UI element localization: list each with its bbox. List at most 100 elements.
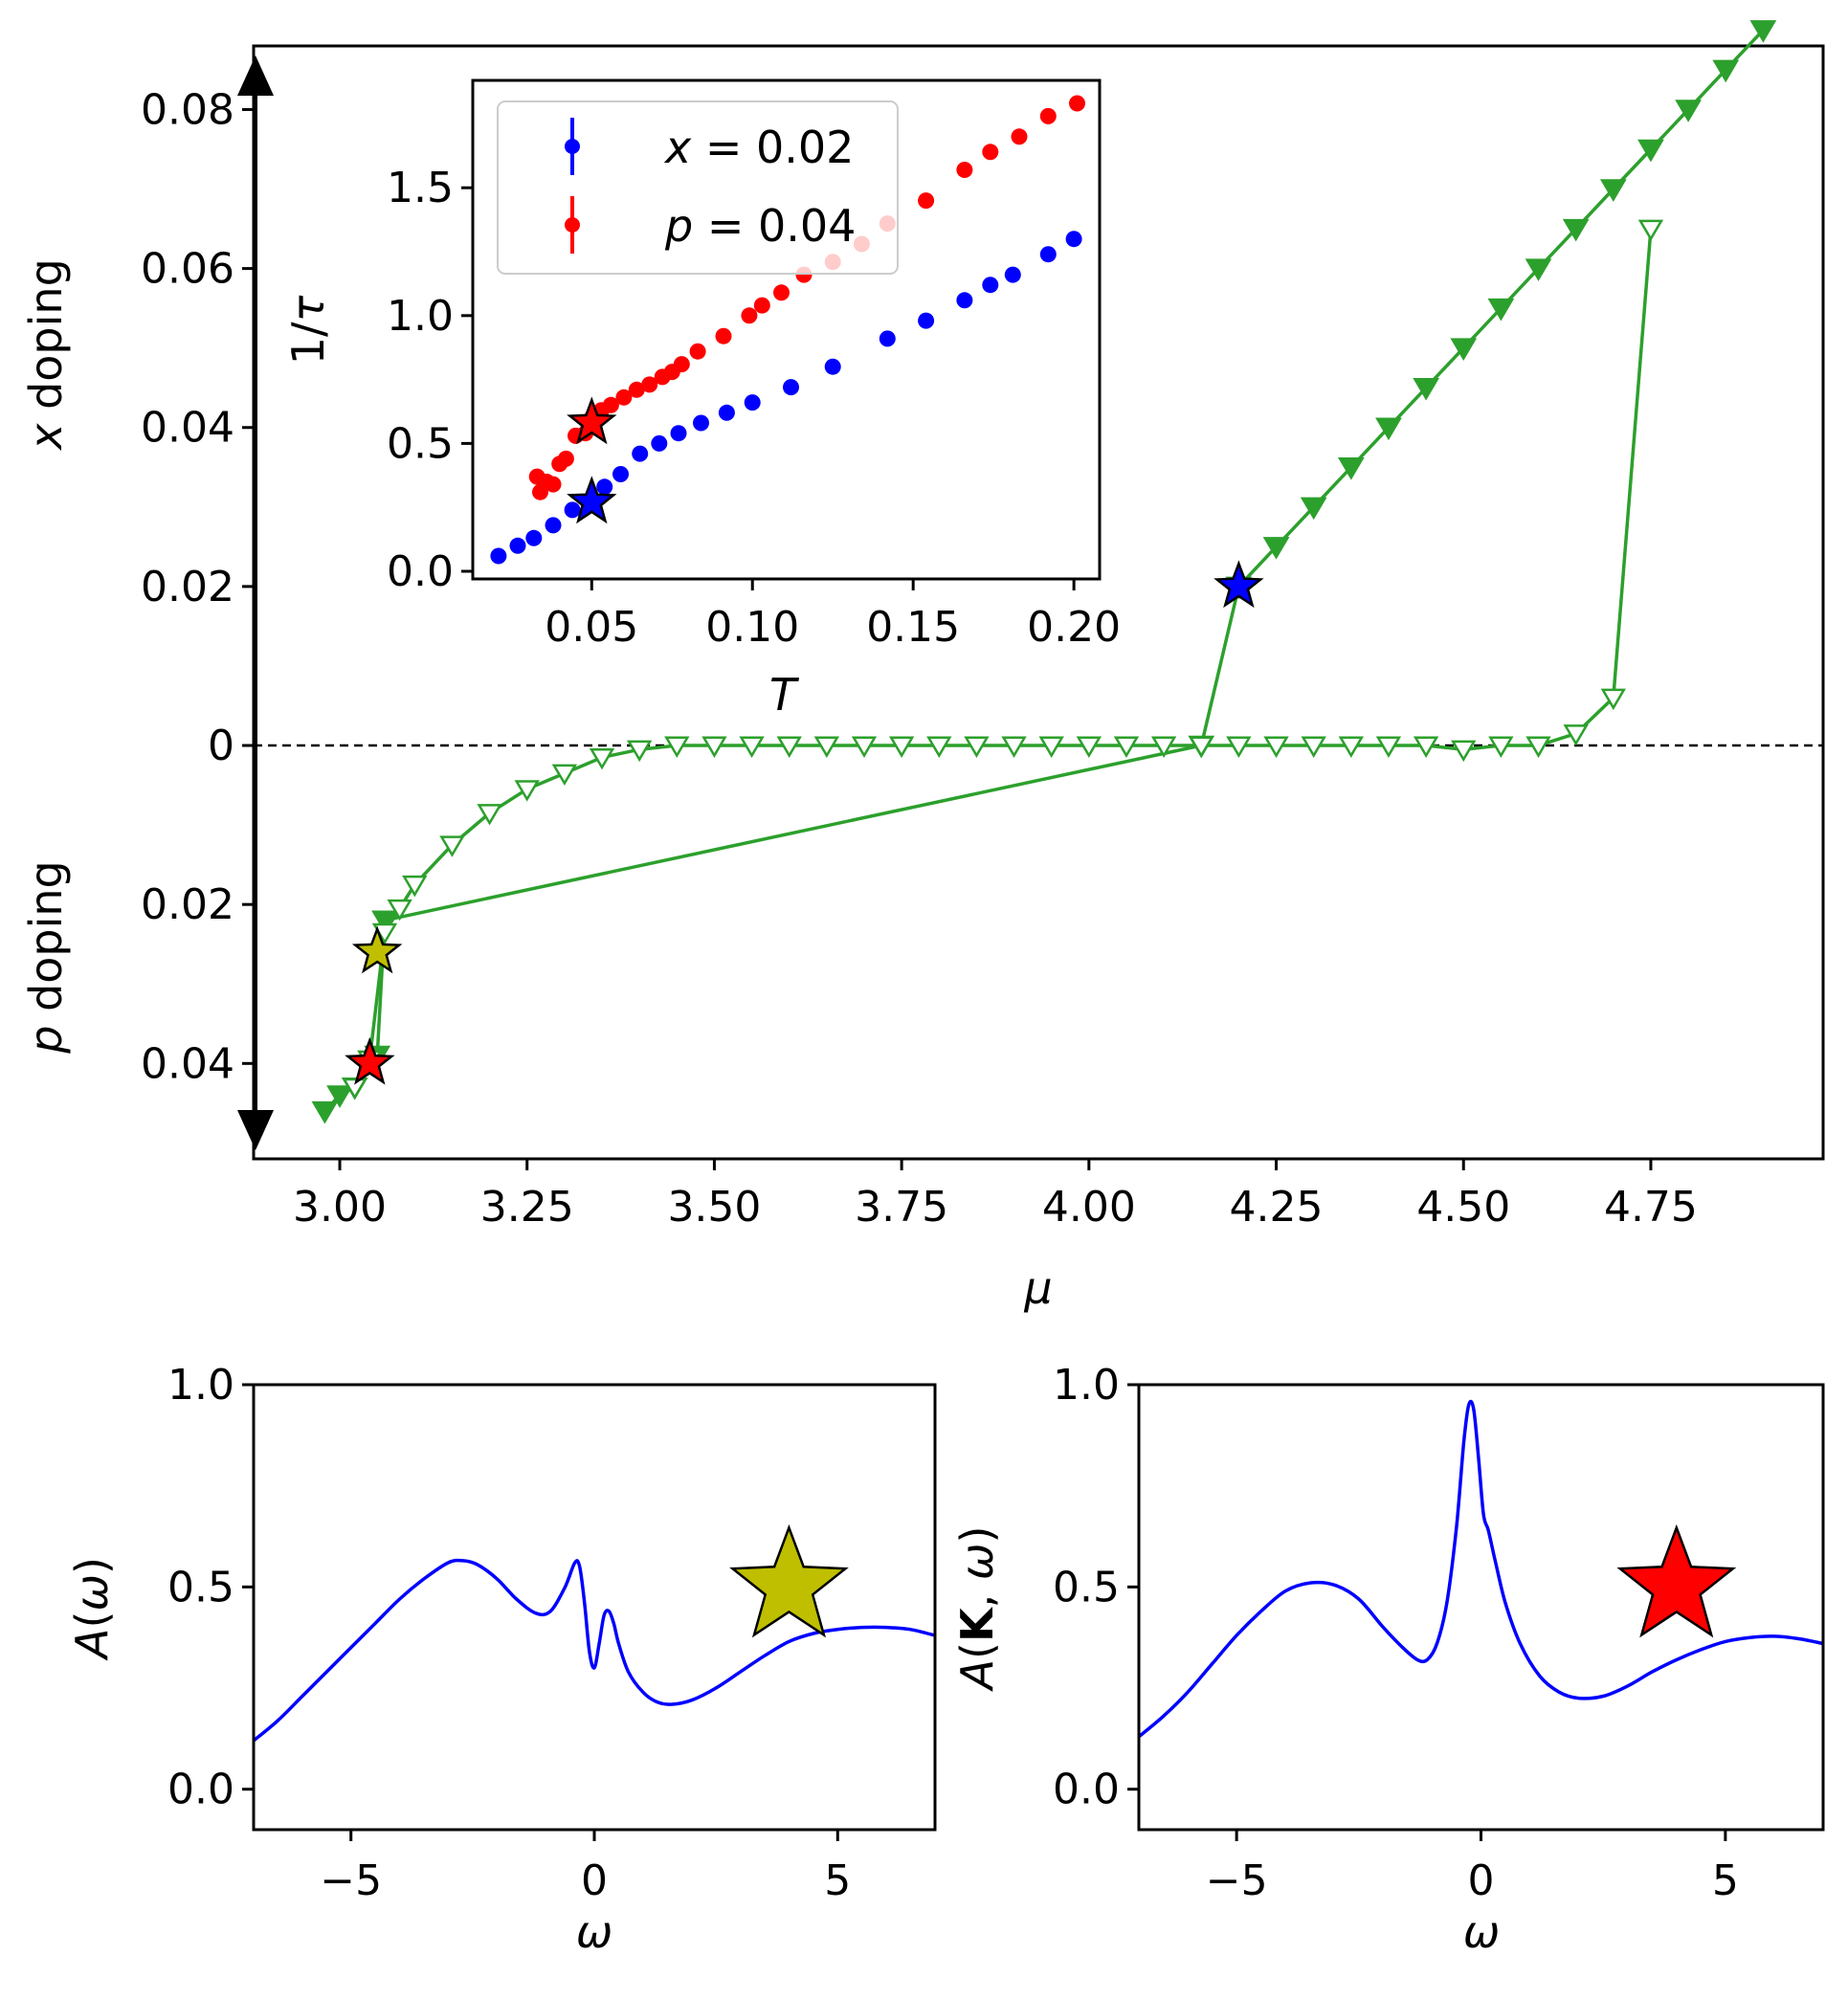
x-tick-label: 0.15: [866, 603, 960, 652]
x-tick-label: 3.50: [667, 1183, 761, 1232]
legend-box: [497, 100, 899, 275]
filled-triangle-point: [311, 1100, 339, 1124]
spectral-right-x-label: ω: [1463, 1906, 1501, 1958]
scatter-point: [615, 389, 633, 406]
y-tick-label: 0.0: [387, 547, 454, 596]
scatter-point: [918, 192, 935, 210]
open-triangle-point: [551, 764, 578, 787]
scatter-point: [773, 284, 790, 301]
scatter-point: [1039, 246, 1057, 263]
star-marker: [351, 925, 403, 974]
scatter-point: [879, 330, 896, 347]
inset-ticks: 0.05 0.10 0.15 0.20 0.0 0.5 1.0 1.5: [387, 164, 1121, 652]
legend-blue-marker: [565, 139, 580, 154]
filled-triangle-point: [1749, 20, 1777, 43]
y-tick-label: 0.5: [387, 419, 454, 468]
open-triangle-point: [1263, 736, 1289, 758]
open-triangle-point: [664, 736, 690, 758]
open-triangle-point: [701, 736, 727, 758]
y-tick-label: 0.5: [167, 1563, 234, 1611]
scatter-point: [673, 356, 690, 373]
scatter-point: [612, 466, 629, 482]
x-tick-label: 3.75: [855, 1183, 948, 1232]
x-tick-label: 4.50: [1416, 1183, 1510, 1232]
open-triangle-point: [1189, 736, 1214, 758]
scatter-point: [525, 529, 543, 546]
filled-triangle-point: [1450, 338, 1478, 362]
scatter-point: [744, 394, 761, 411]
x-tick-label: −5: [320, 1856, 382, 1905]
y-tick-label: 0.0: [167, 1766, 234, 1814]
y-tick-label: 0.02: [141, 880, 234, 929]
scatter-point: [1065, 231, 1082, 248]
x-tick-label: 3.25: [480, 1183, 574, 1232]
x-doping-label: x doping: [20, 258, 72, 452]
open-triangle-point: [1076, 736, 1102, 758]
arrow-up-icon: [237, 56, 274, 96]
filled-triangle-point: [1262, 537, 1290, 560]
y-tick-label: 0.02: [141, 563, 234, 611]
x-tick-label: 0: [581, 1856, 608, 1905]
filled-triangle-point: [1712, 59, 1740, 83]
scatter-point: [693, 414, 709, 432]
open-triangle-point: [477, 804, 502, 826]
y-tick-label: 0.08: [141, 85, 234, 134]
spectral-left-star: [729, 1523, 849, 1638]
filled-triangle-point: [1413, 377, 1439, 401]
open-triangle-point: [813, 736, 840, 758]
open-triangle-point: [626, 740, 653, 763]
spectral-curve: [1137, 1399, 1824, 1739]
spectral-left-plot: −5 0 5 0.0 0.5 1.0 ω A(ω): [66, 1361, 937, 1958]
scatter-point: [628, 381, 645, 398]
scatter-point: [1004, 266, 1021, 283]
legend-blue-label: x = 0.02: [663, 122, 854, 173]
open-triangle-point: [1488, 736, 1514, 758]
open-triangle-point: [1375, 736, 1402, 758]
filled-triangle-point: [1562, 218, 1590, 242]
open-triangle-point: [1301, 736, 1326, 758]
x-tick-label: 0: [1468, 1856, 1495, 1905]
scatter-point: [824, 358, 841, 375]
main-ticks: 3.00 3.25 3.50 3.75 4.00 4.25 4.50 4.75 0.08 0.06…: [141, 85, 1698, 1232]
x-tick-label: −5: [1206, 1856, 1268, 1905]
y-tick-label: 1.0: [167, 1361, 234, 1410]
inset-axes-frame: [471, 78, 1102, 581]
scatter-point: [670, 425, 687, 442]
spectral-right-y-label: A(K, ω): [951, 1526, 1003, 1693]
spectral-right-ticks: −5 0 5 0.0 0.5 1.0: [1053, 1361, 1739, 1905]
x-tick-label: 0.05: [545, 603, 638, 652]
scatter-point: [545, 517, 562, 534]
filled-triangle-point: [1675, 100, 1702, 122]
scatter-point: [982, 277, 999, 294]
y-tick-label: 1.5: [387, 164, 454, 212]
spectral-curve: [252, 1558, 936, 1743]
spectral-right-axes-frame: [1137, 1383, 1825, 1832]
open-triangle-point: [851, 736, 878, 758]
scatter-point: [651, 434, 668, 452]
open-triangle-point: [1525, 736, 1551, 758]
open-triangle-point: [1038, 736, 1064, 758]
p-doping-label: p doping: [20, 860, 72, 1055]
filled-triangle-point: [326, 1085, 353, 1108]
big-star-marker: [729, 1523, 849, 1638]
y-tick-label: 0.04: [141, 1039, 234, 1088]
scatter-point: [1039, 107, 1057, 124]
spectral-left-x-label: ω: [576, 1906, 613, 1958]
open-triangle-point: [739, 736, 765, 758]
scatter-point: [982, 144, 999, 161]
x-tick-label: 5: [1712, 1856, 1739, 1905]
scatter-point: [564, 501, 581, 519]
scatter-point: [718, 404, 735, 421]
scatter-point: [918, 312, 935, 329]
inset-legend: x = 0.02 p = 0.04: [497, 100, 899, 275]
x-tick-label: 3.00: [293, 1183, 387, 1232]
open-triangle-point: [1001, 736, 1027, 758]
filled-triangle-point: [1487, 298, 1515, 322]
main-stars: [345, 560, 1264, 1085]
scatter-point: [956, 292, 973, 309]
main-plot: 3.00 3.25 3.50 3.75 4.00 4.25 4.50 4.75 0.08 0.06…: [20, 20, 1825, 1314]
scatter-point: [783, 379, 799, 396]
star-marker: [345, 1036, 395, 1085]
filled-triangle-point: [1525, 258, 1552, 281]
open-triangle-point: [387, 899, 412, 922]
